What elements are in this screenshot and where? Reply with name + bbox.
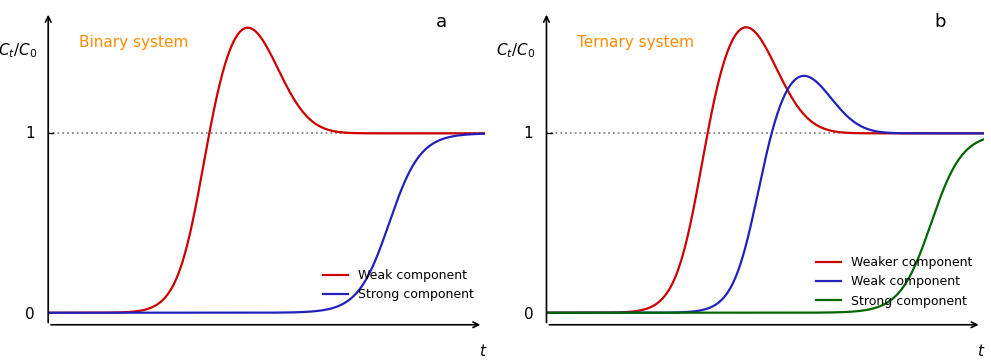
Text: 1: 1	[26, 126, 35, 141]
Text: $t$: $t$	[479, 343, 488, 359]
Text: 0: 0	[26, 307, 35, 322]
Text: b: b	[935, 13, 945, 31]
Text: $t$: $t$	[977, 343, 985, 359]
Text: $C_t/C_0$: $C_t/C_0$	[0, 41, 38, 60]
Text: Binary system: Binary system	[79, 35, 188, 50]
Legend: Weaker component, Weak component, Strong component: Weaker component, Weak component, Strong…	[811, 251, 977, 313]
Text: a: a	[436, 13, 447, 31]
Text: $C_t/C_0$: $C_t/C_0$	[496, 41, 535, 60]
Legend: Weak component, Strong component: Weak component, Strong component	[318, 264, 479, 306]
Text: Ternary system: Ternary system	[577, 35, 694, 50]
Text: 1: 1	[523, 126, 533, 141]
Text: 0: 0	[523, 307, 533, 322]
